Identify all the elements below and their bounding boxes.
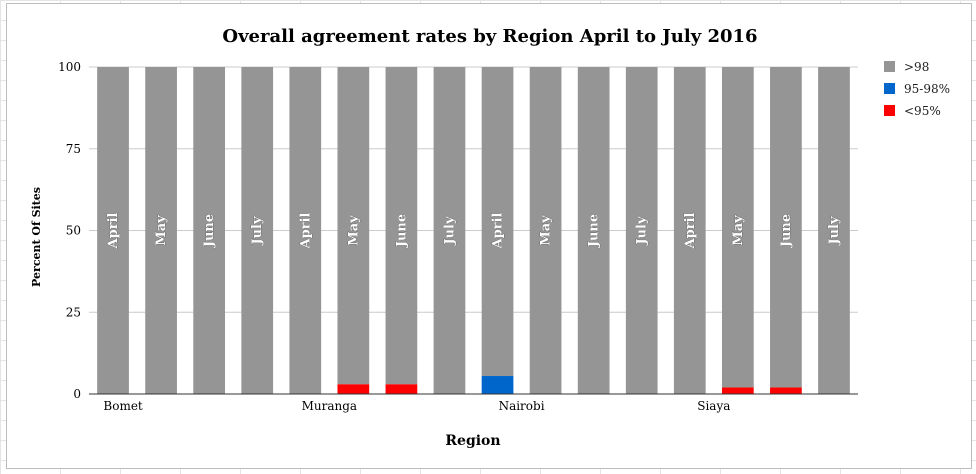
bar-segment-2-series-2 <box>193 67 226 394</box>
y-axis-ticks: 0 25 50 75 100 <box>58 60 81 401</box>
bar-segment-8-series-2 <box>481 67 514 377</box>
bar-segment-15-series-2 <box>818 67 850 394</box>
y-axis-title: Percent Of Sites <box>30 187 43 287</box>
x-group-label-2: Nairobi <box>499 399 545 413</box>
bars <box>97 67 850 394</box>
legend-label-2: <95% <box>904 104 941 118</box>
y-tick-label-3: 75 <box>66 142 81 156</box>
bar-labels: April May June July April May June July April May… <box>106 212 843 250</box>
bar-segment-12-series-2 <box>673 67 706 394</box>
bar-segment-8-series-1 <box>481 376 514 394</box>
legend-swatch-0 <box>884 61 895 72</box>
bar-label-12: April <box>683 212 698 249</box>
legend-label-1: 95-98% <box>904 82 950 96</box>
bar-segment-9-series-2 <box>529 67 562 394</box>
bar-segment-11-series-2 <box>625 67 658 394</box>
y-tick-label-1: 25 <box>66 305 81 319</box>
bar-segment-13-series-0 <box>721 387 754 394</box>
bar-label-14: June <box>779 214 794 248</box>
legend-swatch-1 <box>884 83 895 94</box>
bar-segment-1-series-2 <box>145 67 177 394</box>
bar-segment-13-series-2 <box>721 67 754 388</box>
legend-swatch-2 <box>884 105 895 116</box>
bar-segment-5-series-2 <box>337 67 370 385</box>
x-group-label-0: Bomet <box>103 399 143 413</box>
bar-segment-6-series-0 <box>385 384 418 394</box>
bar-label-4: April <box>298 212 313 249</box>
bar-label-6: June <box>394 214 409 248</box>
bar-label-0: April <box>106 212 121 249</box>
x-group-label-1: Muranga <box>302 399 357 413</box>
bar-label-9: May <box>539 215 554 246</box>
y-tick-label-0: 0 <box>73 387 81 401</box>
legend-label-0: >98 <box>904 60 929 74</box>
bar-segment-0-series-2 <box>97 67 129 394</box>
bar-segment-10-series-2 <box>577 67 610 394</box>
bar-segment-14-series-0 <box>770 387 802 394</box>
bar-label-3: July <box>250 216 265 246</box>
bar-label-8: April <box>491 212 506 249</box>
bar-segment-7-series-2 <box>433 67 466 394</box>
chart-svg: Overall agreement rates by Region April … <box>30 26 950 449</box>
bar-segment-3-series-2 <box>241 67 274 394</box>
bar-label-13: May <box>731 215 746 246</box>
bar-label-1: May <box>154 215 169 246</box>
y-tick-label-4: 100 <box>58 60 81 74</box>
bar-label-2: June <box>202 214 217 248</box>
x-axis-group-labels: Bomet Muranga Nairobi Siaya <box>103 399 730 413</box>
bar-label-11: July <box>635 216 650 246</box>
y-tick-label-2: 50 <box>66 224 81 238</box>
bar-label-7: July <box>442 216 457 246</box>
chart-title: Overall agreement rates by Region April … <box>222 26 757 47</box>
x-axis-title: Region <box>445 433 500 449</box>
x-group-label-3: Siaya <box>697 399 730 413</box>
bar-segment-14-series-2 <box>770 67 802 388</box>
bar-label-15: July <box>827 216 842 246</box>
bar-label-5: May <box>346 215 361 246</box>
bar-segment-6-series-2 <box>385 67 418 385</box>
bar-label-10: June <box>587 214 602 248</box>
chart-frame: Overall agreement rates by Region April … <box>6 3 972 469</box>
bar-segment-5-series-0 <box>337 384 370 394</box>
bar-segment-4-series-2 <box>289 67 322 394</box>
legend: >98 95-98% <95% <box>884 60 950 118</box>
